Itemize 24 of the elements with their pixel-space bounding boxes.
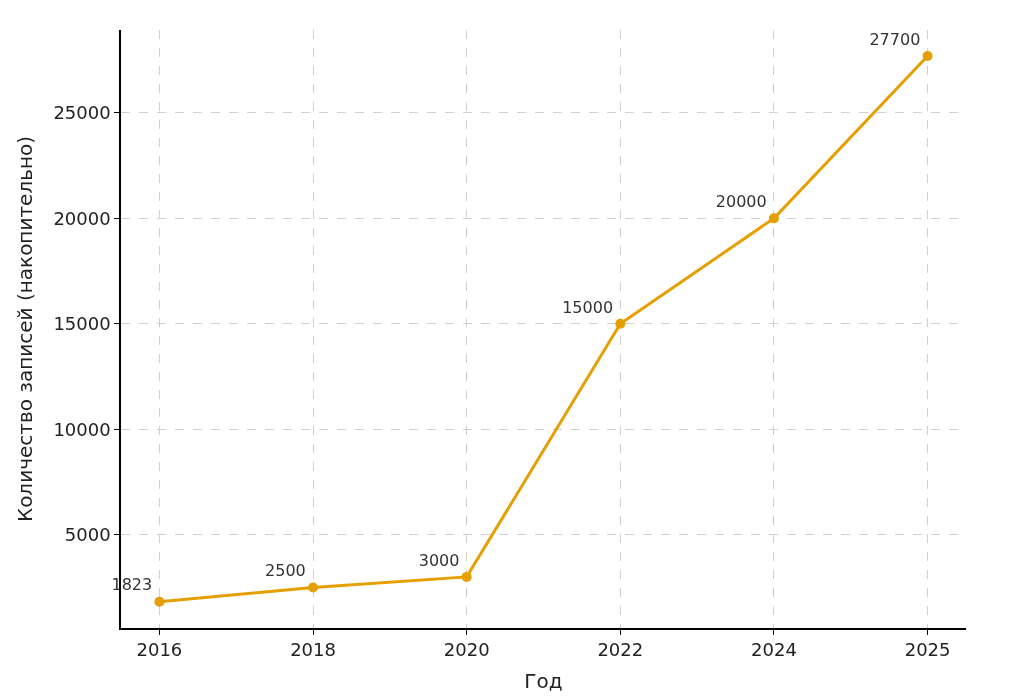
x-tick-label: 2024 xyxy=(751,639,797,661)
point xyxy=(461,571,472,582)
data-label: 3000 xyxy=(418,550,460,570)
point xyxy=(768,213,779,224)
x-tick-label: 2016 xyxy=(136,639,183,661)
x-tick-label: 2025 xyxy=(904,639,951,661)
y-axis-title: Количество записей (накопительно) xyxy=(13,135,38,523)
y-tick-label: 5000 xyxy=(64,524,111,545)
point xyxy=(615,318,626,329)
x-tick-label: 2020 xyxy=(443,639,490,661)
x-tick-label: 2022 xyxy=(597,639,644,661)
x-axis-title: Год xyxy=(524,669,563,694)
y-tick-label: 25000 xyxy=(53,102,111,124)
data-label: 20000 xyxy=(715,192,767,212)
y-tick-label: 15000 xyxy=(53,313,111,335)
y-tick-label: 20000 xyxy=(53,207,111,229)
y-tick-label: 10000 xyxy=(53,418,111,440)
point xyxy=(154,596,165,607)
x-tick-label: 2018 xyxy=(290,639,336,661)
point xyxy=(922,50,933,61)
data-label: 15000 xyxy=(562,297,614,317)
data-label: 2500 xyxy=(265,561,306,581)
data-label: 27700 xyxy=(869,29,921,49)
point xyxy=(308,582,319,593)
